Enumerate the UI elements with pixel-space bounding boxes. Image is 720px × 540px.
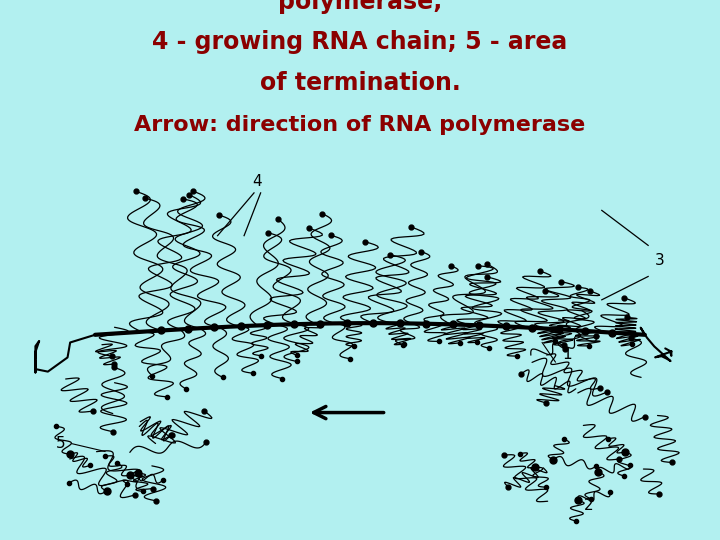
- Text: 4: 4: [253, 174, 262, 189]
- Text: 1: 1: [562, 347, 572, 362]
- Text: 5: 5: [55, 436, 66, 451]
- Text: 2: 2: [584, 498, 593, 514]
- Text: Arrow: direction of RNA polymerase: Arrow: direction of RNA polymerase: [135, 115, 585, 135]
- Text: of termination.: of termination.: [260, 71, 460, 94]
- Text: polymerase;: polymerase;: [278, 0, 442, 14]
- Text: 3: 3: [654, 253, 665, 268]
- Text: 4 - growing RNA chain; 5 - area: 4 - growing RNA chain; 5 - area: [153, 30, 567, 54]
